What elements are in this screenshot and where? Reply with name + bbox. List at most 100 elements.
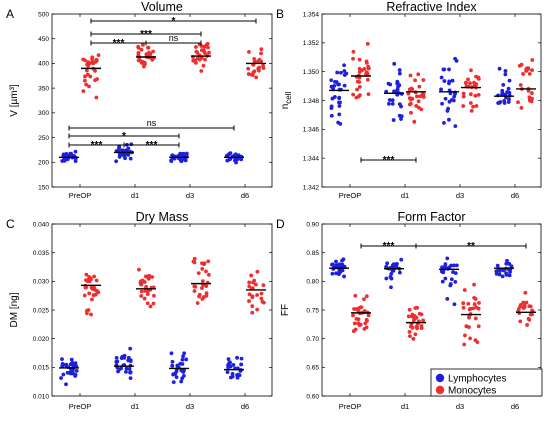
data-point: [502, 101, 507, 105]
y-axis-label: DM [ng]: [9, 292, 20, 327]
data-point: [527, 71, 532, 76]
x-tick-label: d6: [511, 191, 519, 200]
data-point: [144, 52, 149, 57]
data-point: [329, 113, 334, 118]
data-point: [62, 158, 67, 163]
data-point: [474, 104, 479, 108]
data-point: [129, 142, 134, 147]
data-point: [355, 87, 359, 92]
data-point: [225, 158, 230, 163]
data-point: [500, 274, 505, 279]
y-tick-label: 150: [38, 184, 49, 191]
x-tick-label: d1: [401, 191, 409, 200]
data-point: [395, 79, 400, 84]
data-point: [521, 72, 525, 76]
data-point: [525, 323, 529, 327]
series-monocytes: [81, 41, 266, 100]
data-point: [461, 104, 466, 108]
data-point: [330, 262, 335, 267]
y-tick-label: 300: [38, 110, 49, 117]
data-point: [507, 273, 512, 278]
data-point: [334, 259, 338, 264]
data-point: [126, 152, 131, 157]
panel-title: Volume: [141, 0, 183, 14]
data-point: [453, 271, 458, 276]
data-point: [142, 280, 147, 284]
significance-label: *: [172, 16, 176, 27]
data-point: [199, 69, 204, 73]
data-point: [114, 356, 119, 360]
data-point: [523, 290, 528, 295]
data-point: [452, 263, 456, 268]
y-tick-label: 400: [38, 61, 49, 68]
y-tick-label: 0.90: [306, 221, 319, 228]
series-lymphocytes: [329, 56, 514, 129]
data-point: [391, 118, 396, 122]
data-point: [408, 73, 413, 78]
y-tick-label: 0.040: [33, 221, 50, 228]
data-point: [464, 81, 468, 85]
significance-label: ***: [91, 140, 103, 151]
significance-bracket: ns: [145, 33, 202, 46]
data-point: [93, 59, 98, 64]
data-point: [84, 82, 89, 87]
data-point: [139, 47, 144, 52]
data-point: [261, 283, 266, 287]
data-point: [447, 265, 451, 270]
data-point: [90, 297, 94, 302]
data-point: [85, 72, 90, 77]
significance-label: ns: [169, 33, 179, 43]
data-point: [366, 313, 371, 318]
data-point: [148, 52, 153, 56]
significance-bracket: ns: [68, 118, 235, 131]
data-point: [443, 276, 448, 281]
panel-b: B Refractive Index 1.342 1.344 1.346 1.348 1.3…: [276, 0, 542, 200]
data-point: [196, 271, 201, 276]
data-point: [127, 367, 132, 371]
data-point: [171, 372, 176, 377]
data-point: [204, 269, 208, 274]
data-point: [406, 314, 411, 319]
y-tick-label: 1.348: [303, 98, 320, 105]
significance-bracket: *: [90, 16, 257, 27]
data-point: [392, 61, 397, 66]
data-point: [359, 305, 364, 309]
panel-d: D Form Factor 0.60 0.65 0.70 0.75 0.80 0.85 0.90…: [276, 210, 542, 411]
x-tick-label: d3: [186, 191, 194, 200]
data-point: [449, 97, 454, 102]
data-point: [469, 108, 474, 113]
data-point: [420, 93, 425, 98]
x-tick-label: d3: [456, 191, 464, 200]
data-point: [246, 66, 251, 71]
significance-bracket: ***: [360, 241, 417, 252]
data-point: [395, 87, 400, 92]
data-point: [228, 360, 232, 365]
data-point: [152, 293, 156, 298]
y-tick-label: 1.350: [303, 69, 320, 76]
data-point: [142, 296, 147, 301]
data-point: [252, 69, 257, 74]
panel-letter: B: [276, 7, 284, 21]
data-point: [69, 357, 74, 362]
data-point: [252, 59, 257, 64]
data-point: [497, 66, 502, 71]
data-point: [407, 330, 412, 334]
y-tick-label: 1.352: [303, 40, 320, 47]
data-point: [73, 159, 78, 164]
data-point: [452, 302, 457, 307]
data-point: [332, 95, 337, 99]
data-point: [453, 91, 457, 96]
data-point: [518, 319, 523, 324]
data-point: [83, 58, 87, 63]
y-tick-label: 250: [38, 135, 49, 142]
data-point: [530, 308, 535, 313]
data-point: [247, 280, 252, 285]
data-point: [247, 50, 251, 54]
y-axis-label: ncell: [280, 92, 293, 110]
data-point: [181, 370, 186, 374]
data-point: [226, 357, 231, 362]
data-point: [205, 41, 210, 46]
data-point: [477, 301, 481, 305]
data-point: [363, 321, 368, 326]
data-point: [251, 280, 255, 285]
